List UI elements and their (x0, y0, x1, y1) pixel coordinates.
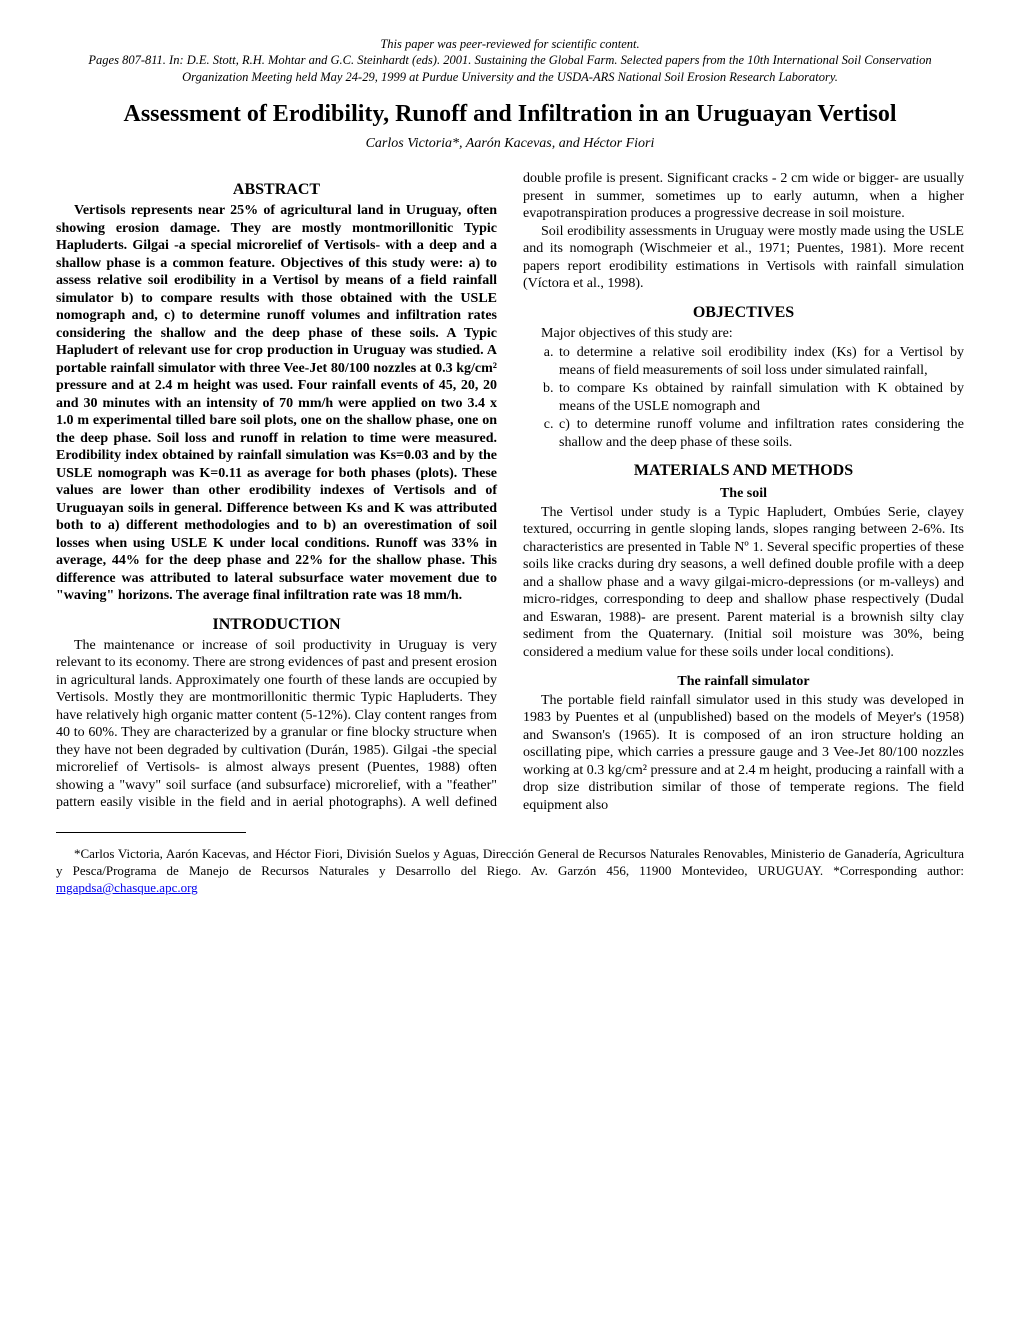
abstract-body: Vertisols represents near 25% of agricul… (56, 202, 497, 605)
simulator-subheading: The rainfall simulator (523, 673, 964, 691)
author-footnote: *Carlos Victoria, Aarón Kacevas, and Héc… (56, 846, 964, 897)
footnote-separator (56, 832, 246, 833)
introduction-heading: INTRODUCTION (56, 615, 497, 635)
objective-item-b: to compare Ks obtained by rainfall simul… (557, 380, 964, 415)
objective-item-a: to determine a relative soil erodibility… (557, 344, 964, 379)
citation-header: This paper was peer-reviewed for scienti… (56, 36, 964, 85)
authors-line: Carlos Victoria*, Aarón Kacevas, and Héc… (56, 135, 964, 153)
objectives-list: to determine a relative soil erodibility… (523, 344, 964, 451)
footnote-text: *Carlos Victoria, Aarón Kacevas, and Héc… (56, 846, 964, 878)
citation-line2: Pages 807-811. In: D.E. Stott, R.H. Moht… (88, 53, 931, 83)
abstract-heading: ABSTRACT (56, 180, 497, 200)
paper-title: Assessment of Erodibility, Runoff and In… (56, 99, 964, 129)
introduction-p2: Soil erodibility assessments in Uruguay … (523, 223, 964, 293)
objective-item-c: c) to determine runoff volume and infilt… (557, 416, 964, 451)
citation-line1: This paper was peer-reviewed for scienti… (380, 37, 639, 51)
soil-subheading: The soil (523, 485, 964, 503)
body-columns: ABSTRACT Vertisols represents near 25% o… (56, 170, 964, 814)
simulator-body: The portable field rainfall simulator us… (523, 692, 964, 815)
objectives-intro: Major objectives of this study are: (523, 325, 964, 343)
objectives-heading: OBJECTIVES (523, 303, 964, 323)
materials-heading: MATERIALS AND METHODS (523, 461, 964, 481)
soil-body: The Vertisol under study is a Typic Hapl… (523, 504, 964, 662)
corresponding-email-link[interactable]: mgapdsa@chasque.apc.org (56, 880, 198, 895)
